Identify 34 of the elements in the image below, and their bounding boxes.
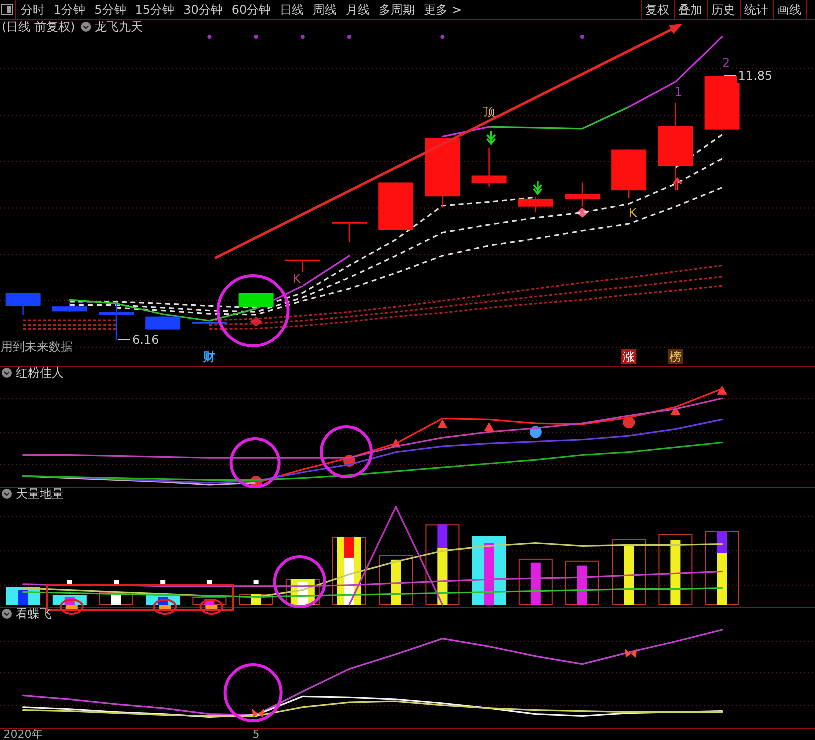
text: 2 [722,56,730,70]
text: 5分钟 [94,3,126,17]
annotation: K [629,206,638,220]
text: 分时 [21,3,45,17]
annotation: 用到未来数据 [1,340,73,354]
chart-subtitle: 龙飞九天 [95,20,144,34]
chart-title: 看蝶飞 [16,607,52,621]
x-tick-label: 5 [252,728,260,740]
text: 15分钟 [135,3,175,17]
x-tick-label: 2020年 [4,728,43,740]
text: 30分钟 [184,3,223,17]
text: 统计 [744,3,768,17]
chart-title: 天量地量 [16,487,64,501]
text: 日线 [280,3,304,17]
text: 6.16 [132,333,160,347]
text: 60分钟 [232,3,272,17]
text: 涨 [623,350,636,364]
text: 更多 > [424,3,462,17]
text: 叠加 [678,3,702,17]
annotation: 顶 [483,105,496,119]
text: 榜 [670,350,682,364]
chart-title: (日线 前复权) [2,20,76,34]
annotation: 1 [674,85,683,99]
text: 1分钟 [54,3,86,17]
text: 11.85 [738,69,773,83]
annotation: K [292,272,302,286]
text: 月线 [346,3,370,17]
text: 画线 [778,3,802,17]
text: 周线 [313,3,338,17]
chart-title: 红粉佳人 [16,366,64,380]
text: 多周期 [379,3,416,17]
text: 历史 [712,3,736,17]
text: 复权 [646,3,670,17]
text: 财 [202,350,216,364]
